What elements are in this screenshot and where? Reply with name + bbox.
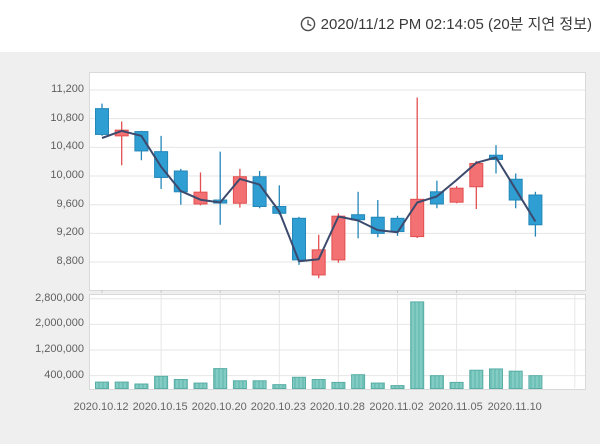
volume-bar[interactable] bbox=[252, 380, 267, 390]
chart-panel: 8,800 9,200 9,600 10,000 10,400 10,800 11,200 4… bbox=[0, 52, 600, 444]
candlestick[interactable] bbox=[351, 191, 366, 239]
volume-bar[interactable] bbox=[370, 382, 385, 390]
price-axis-label: 8,800 bbox=[56, 255, 84, 268]
volume-bar[interactable] bbox=[292, 376, 306, 389]
candlestick[interactable] bbox=[213, 151, 228, 225]
price-axis-label: 10,800 bbox=[50, 111, 84, 124]
date-axis-label: 2020.10.28 bbox=[309, 401, 365, 413]
date-axis-label: 2020.11.02 bbox=[369, 401, 424, 413]
candlestick[interactable] bbox=[292, 216, 306, 265]
moving-average-line bbox=[101, 129, 537, 263]
candle-body bbox=[134, 131, 149, 152]
volume-bar[interactable] bbox=[489, 368, 503, 389]
volume-bar[interactable] bbox=[449, 381, 464, 390]
clock-icon bbox=[300, 16, 315, 32]
candlestick[interactable] bbox=[429, 180, 444, 209]
candlestick[interactable] bbox=[114, 121, 129, 166]
volume-bar[interactable] bbox=[95, 381, 109, 390]
volume-chart-canvas[interactable] bbox=[90, 295, 585, 390]
date-axis-label: 2020.10.23 bbox=[250, 401, 306, 413]
volume-axis-label: 1,200,000 bbox=[35, 343, 84, 355]
timestamp-text: 2020/11/12 PM 02:14:05 (20분 지연 정보) bbox=[320, 16, 592, 33]
date-axis-label: 2020.11.05 bbox=[428, 401, 483, 413]
date-axis-label: 2020.10.12 bbox=[73, 401, 129, 413]
volume-bar[interactable] bbox=[331, 381, 346, 390]
volume-bar[interactable] bbox=[311, 379, 326, 389]
volume-bar[interactable] bbox=[154, 375, 169, 389]
candle-body bbox=[173, 170, 188, 193]
volume-bar[interactable] bbox=[272, 384, 287, 389]
volume-bar[interactable] bbox=[213, 368, 228, 389]
volume-axis-label: 400,000 bbox=[44, 368, 84, 381]
candlestick[interactable] bbox=[449, 186, 464, 204]
volume-bar[interactable] bbox=[232, 380, 247, 390]
candlestick[interactable] bbox=[311, 234, 326, 279]
price-axis-label: 10,000 bbox=[50, 169, 84, 182]
price-axis-label: 9,200 bbox=[56, 226, 84, 239]
volume-bar[interactable] bbox=[173, 379, 188, 389]
volume-axis-label: 2,800,000 bbox=[35, 291, 84, 304]
date-axis-label: 2020.10.15 bbox=[132, 401, 188, 413]
volume-bar[interactable] bbox=[114, 381, 129, 390]
candle-body bbox=[311, 249, 326, 276]
volume-bar[interactable] bbox=[469, 369, 484, 389]
date-axis-label: 2020.10.20 bbox=[191, 401, 247, 413]
volume-bar[interactable] bbox=[351, 374, 366, 390]
volume-axis-label: 2,000,000 bbox=[35, 317, 84, 330]
candlestick[interactable] bbox=[370, 200, 385, 238]
price-chart-canvas[interactable] bbox=[90, 73, 585, 294]
candle-body bbox=[292, 217, 306, 261]
volume-chart[interactable] bbox=[89, 294, 586, 390]
volume-bar[interactable] bbox=[508, 370, 523, 389]
candle-body bbox=[449, 187, 464, 203]
volume-bar[interactable] bbox=[410, 301, 425, 390]
price-axis-label: 11,200 bbox=[51, 82, 84, 95]
candle-body bbox=[410, 198, 425, 238]
candlestick[interactable] bbox=[331, 213, 346, 263]
volume-bar[interactable] bbox=[429, 375, 444, 390]
price-axis-label: 10,400 bbox=[50, 140, 84, 153]
date-axis-label: 2020.11.10 bbox=[487, 401, 542, 413]
price-chart[interactable] bbox=[89, 72, 586, 294]
volume-bar[interactable] bbox=[390, 385, 405, 389]
candlestick[interactable] bbox=[232, 168, 247, 208]
candle-body bbox=[95, 108, 109, 135]
price-axis-label: 9,600 bbox=[56, 197, 84, 210]
volume-bar[interactable] bbox=[528, 375, 543, 390]
candlestick[interactable] bbox=[95, 103, 109, 136]
timestamp-bar: 2020/11/12 PM 02:14:05 (20분 지연 정보) bbox=[0, 13, 592, 34]
candle-body bbox=[193, 191, 208, 205]
candlestick[interactable] bbox=[469, 160, 484, 209]
volume-bar[interactable] bbox=[134, 383, 149, 390]
candle-body bbox=[331, 215, 346, 261]
candlestick[interactable] bbox=[154, 135, 169, 189]
volume-bar[interactable] bbox=[193, 382, 208, 390]
